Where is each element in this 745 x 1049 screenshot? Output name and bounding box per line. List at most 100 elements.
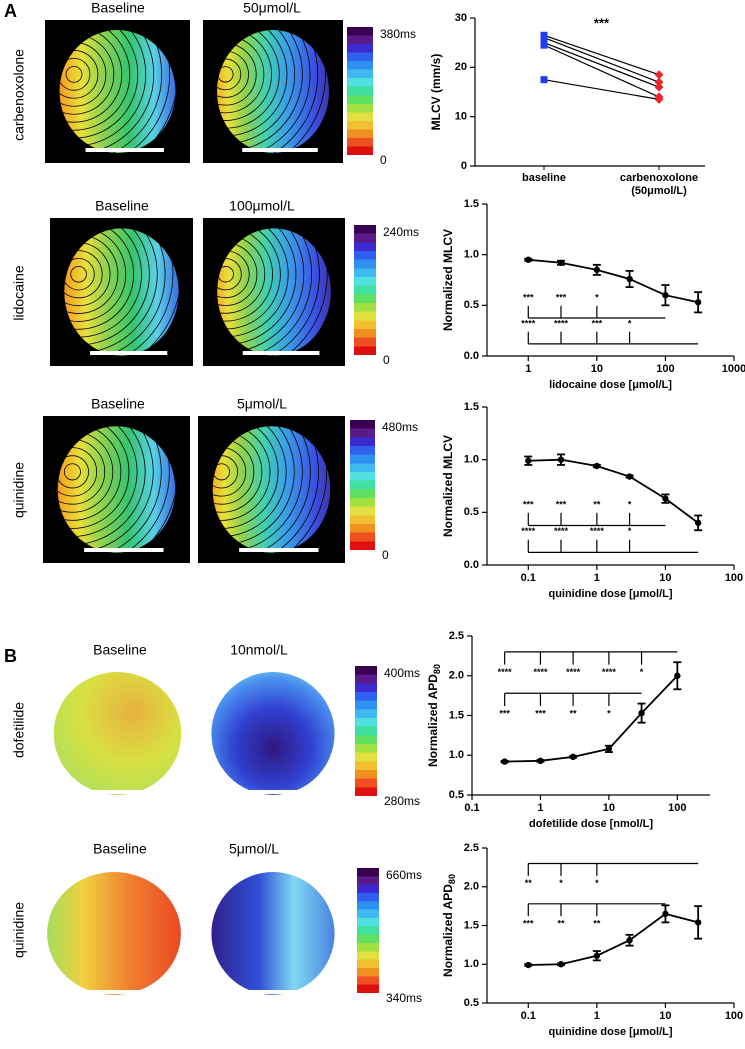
y-tick-label: 1.0 <box>464 454 479 466</box>
panel-label: B <box>4 646 17 666</box>
isochrone <box>64 228 127 322</box>
activation-map <box>47 872 181 995</box>
colorbar <box>357 868 379 993</box>
image-label: Baseline <box>91 0 145 16</box>
marker <box>654 77 664 87</box>
point <box>694 519 702 527</box>
y-axis-label-main: MLCV (mm/s) <box>429 54 443 131</box>
y-tick-label: 0.5 <box>464 997 479 1009</box>
significance-label: *** <box>535 708 546 718</box>
point <box>605 745 613 753</box>
marker <box>540 34 548 42</box>
x-axis-label: quinidine dose [μmol/L] <box>548 1026 672 1038</box>
isochrone <box>64 228 166 356</box>
point <box>593 952 601 959</box>
isochrone <box>59 30 155 153</box>
significance-label: * <box>607 708 611 718</box>
x-tick-label: carbenoxolone (50μmol/L) <box>620 172 698 197</box>
point <box>501 758 508 765</box>
isochrone <box>212 426 311 553</box>
x-tick-label: 0.1 <box>521 572 536 584</box>
y-axis-label: Normalized MLCV <box>441 435 455 537</box>
colorbar-max: 660ms <box>386 868 422 882</box>
significance-label: *** <box>523 293 534 303</box>
significance-label: *** <box>523 499 534 509</box>
y-tick-label: 0.0 <box>464 559 479 571</box>
y-tick-label: 1.5 <box>449 709 464 721</box>
map-fill <box>64 228 179 356</box>
pair-line <box>543 37 660 83</box>
point <box>593 462 601 470</box>
image-label: Baseline <box>93 642 147 658</box>
isochrone <box>217 30 311 153</box>
x-tick-label: 0.1 <box>464 802 479 814</box>
colorbar-min: 280ms <box>384 794 420 808</box>
isochrone <box>59 30 163 153</box>
isochrone <box>57 426 122 521</box>
point <box>662 910 669 918</box>
data-line <box>528 912 699 966</box>
colorbar-min: 340ms <box>386 991 422 1005</box>
y-tick-label: 0.0 <box>464 350 479 362</box>
y-tick-label: 20 <box>455 61 467 73</box>
isochrone <box>217 30 319 153</box>
y-tick-label: 30 <box>455 12 467 24</box>
y-tick-label: 1.5 <box>464 198 479 210</box>
isochrone <box>64 250 103 299</box>
significance-label: ** <box>525 878 533 888</box>
colorbar <box>347 27 373 155</box>
colorbar <box>354 225 376 355</box>
y-tick-label: 0.5 <box>464 506 479 518</box>
significance-label: **** <box>602 667 617 677</box>
y-tick-label: 2.0 <box>449 670 464 682</box>
x-tick-label: 1 <box>525 363 531 375</box>
isochrone <box>212 426 328 553</box>
significance-label: ** <box>593 918 601 928</box>
point <box>557 456 565 463</box>
y-axis-label-main: Normalized APD <box>426 674 440 767</box>
activation-map <box>217 228 331 356</box>
colorbar <box>355 666 377 796</box>
pair-line <box>543 34 660 76</box>
significance-label: *** <box>556 499 567 509</box>
y-tick-label: 1.5 <box>464 401 479 413</box>
marker <box>540 41 548 49</box>
y-axis-label-main: Normalized MLCV <box>441 435 455 537</box>
map-fill <box>211 672 335 795</box>
map-fill <box>212 426 331 553</box>
point <box>593 266 601 274</box>
isochrone <box>59 30 123 123</box>
pair-line <box>543 79 660 100</box>
y-axis-label-sub: 80 <box>432 664 442 674</box>
panel-label: A <box>4 1 17 21</box>
significance-label: **** <box>521 526 536 536</box>
x-tick-label: baseline <box>521 172 567 184</box>
x-tick-label: 1 <box>594 572 600 584</box>
point <box>557 961 565 968</box>
x-tick-label: 100 <box>725 572 743 584</box>
y-tick-label: 0.5 <box>449 789 464 801</box>
data-line <box>528 458 699 524</box>
x-tick-label: 10 <box>603 802 615 814</box>
isochrone <box>212 426 271 521</box>
x-axis-label: quinidine dose [μmol/L] <box>548 588 672 600</box>
significance-label: *** <box>556 293 567 303</box>
x-tick-label: 10 <box>591 363 603 375</box>
activation-map <box>211 672 335 795</box>
y-tick-label: 10 <box>455 111 467 123</box>
colorbar <box>350 420 375 550</box>
image-label: Baseline <box>95 198 149 214</box>
marker <box>654 70 664 80</box>
row-label: lidocaine <box>11 265 27 320</box>
isochrone <box>59 30 131 131</box>
map-fill <box>211 872 335 995</box>
x-tick-label: 1000 <box>722 363 745 375</box>
isochrone <box>63 463 81 481</box>
y-tick-label: 2.5 <box>464 842 479 854</box>
point <box>638 709 645 717</box>
marker <box>654 94 664 104</box>
significance-label: * <box>628 499 632 509</box>
isochrone <box>217 228 273 322</box>
x-tick-label-text: baseline <box>521 172 567 184</box>
activation-map <box>211 872 335 995</box>
